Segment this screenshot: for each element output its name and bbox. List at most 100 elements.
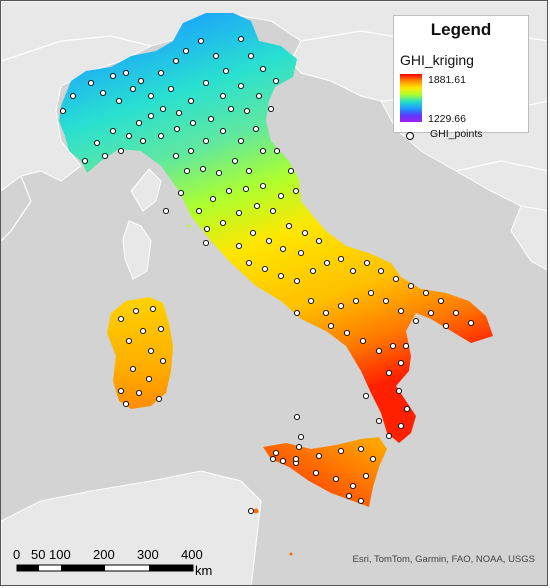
ghi-point[interactable]	[402, 342, 410, 350]
ghi-point[interactable]	[159, 105, 167, 113]
ghi-point[interactable]	[261, 265, 269, 273]
ghi-point[interactable]	[385, 369, 393, 377]
ghi-point[interactable]	[259, 65, 267, 73]
ghi-point[interactable]	[363, 259, 371, 267]
ghi-point[interactable]	[293, 309, 301, 317]
ghi-point[interactable]	[265, 237, 273, 245]
ghi-point[interactable]	[172, 152, 180, 160]
ghi-point[interactable]	[295, 443, 303, 451]
ghi-point[interactable]	[183, 167, 191, 175]
ghi-point[interactable]	[117, 387, 125, 395]
ghi-point[interactable]	[132, 307, 140, 315]
ghi-point[interactable]	[287, 167, 295, 175]
ghi-point[interactable]	[147, 347, 155, 355]
ghi-point[interactable]	[177, 189, 185, 197]
ghi-point[interactable]	[215, 169, 223, 177]
ghi-point[interactable]	[293, 277, 301, 285]
ghi-point[interactable]	[175, 109, 183, 117]
ghi-point[interactable]	[155, 395, 163, 403]
ghi-point[interactable]	[309, 267, 317, 275]
ghi-point[interactable]	[187, 147, 195, 155]
ghi-point[interactable]	[167, 85, 175, 93]
ghi-point[interactable]	[343, 329, 351, 337]
ghi-point[interactable]	[272, 449, 280, 457]
ghi-point[interactable]	[301, 229, 309, 237]
ghi-point[interactable]	[122, 400, 130, 408]
ghi-point[interactable]	[203, 225, 211, 233]
ghi-point[interactable]	[135, 389, 143, 397]
ghi-point[interactable]	[412, 317, 420, 325]
ghi-point[interactable]	[403, 405, 411, 413]
ghi-point[interactable]	[209, 195, 217, 203]
ghi-point[interactable]	[269, 455, 277, 463]
ghi-point[interactable]	[292, 187, 300, 195]
ghi-point[interactable]	[312, 469, 320, 477]
ghi-point[interactable]	[349, 267, 357, 275]
ghi-point[interactable]	[273, 147, 281, 155]
ghi-point[interactable]	[277, 272, 285, 280]
ghi-point[interactable]	[293, 413, 301, 421]
ghi-point[interactable]	[219, 219, 227, 227]
ghi-point[interactable]	[362, 392, 370, 400]
ghi-point[interactable]	[279, 457, 287, 465]
ghi-point[interactable]	[377, 267, 385, 275]
ghi-point[interactable]	[125, 132, 133, 140]
ghi-point[interactable]	[189, 119, 197, 127]
ghi-point[interactable]	[315, 237, 323, 245]
ghi-point[interactable]	[277, 192, 285, 200]
ghi-point[interactable]	[245, 259, 253, 267]
ghi-point[interactable]	[442, 322, 450, 330]
ghi-point[interactable]	[255, 92, 263, 100]
ghi-point[interactable]	[135, 119, 143, 127]
ghi-point[interactable]	[242, 185, 250, 193]
ghi-point[interactable]	[202, 239, 210, 247]
ghi-point[interactable]	[231, 157, 239, 165]
ghi-point[interactable]	[93, 139, 101, 147]
ghi-point[interactable]	[237, 82, 245, 90]
ghi-point[interactable]	[139, 137, 147, 145]
ghi-point[interactable]	[202, 79, 210, 87]
ghi-point[interactable]	[69, 92, 77, 100]
ghi-point[interactable]	[337, 302, 345, 310]
ghi-point[interactable]	[345, 492, 353, 500]
ghi-point[interactable]	[369, 455, 377, 463]
ghi-point[interactable]	[237, 35, 245, 43]
ghi-point[interactable]	[225, 187, 233, 195]
ghi-point[interactable]	[187, 97, 195, 105]
ghi-point[interactable]	[147, 92, 155, 100]
ghi-point[interactable]	[87, 79, 95, 87]
ghi-point[interactable]	[323, 259, 331, 267]
ghi-point[interactable]	[227, 105, 235, 113]
ghi-point[interactable]	[207, 115, 215, 123]
ghi-point[interactable]	[219, 92, 227, 100]
ghi-point[interactable]	[101, 152, 109, 160]
ghi-point[interactable]	[307, 297, 315, 305]
ghi-point[interactable]	[145, 375, 153, 383]
ghi-point[interactable]	[182, 47, 190, 55]
ghi-point[interactable]	[247, 52, 255, 60]
ghi-point[interactable]	[222, 67, 230, 75]
ghi-point[interactable]	[173, 125, 181, 133]
ghi-point[interactable]	[422, 289, 430, 297]
ghi-point[interactable]	[362, 472, 370, 480]
ghi-point[interactable]	[392, 275, 400, 283]
ghi-point[interactable]	[337, 255, 345, 263]
ghi-point[interactable]	[375, 417, 383, 425]
ghi-point[interactable]	[129, 85, 137, 93]
ghi-point[interactable]	[297, 433, 305, 441]
ghi-point[interactable]	[99, 89, 107, 97]
ghi-point[interactable]	[247, 507, 255, 515]
ghi-point[interactable]	[202, 137, 210, 145]
ghi-point[interactable]	[245, 167, 253, 175]
ghi-point[interactable]	[357, 497, 365, 505]
ghi-point[interactable]	[359, 337, 367, 345]
ghi-point[interactable]	[437, 297, 445, 305]
ghi-point[interactable]	[382, 297, 390, 305]
ghi-point[interactable]	[162, 207, 170, 215]
ghi-point[interactable]	[267, 105, 275, 113]
ghi-point[interactable]	[322, 309, 330, 317]
ghi-point[interactable]	[397, 359, 405, 367]
ghi-point[interactable]	[452, 309, 460, 317]
ghi-point[interactable]	[395, 387, 403, 395]
ghi-point[interactable]	[349, 482, 357, 490]
